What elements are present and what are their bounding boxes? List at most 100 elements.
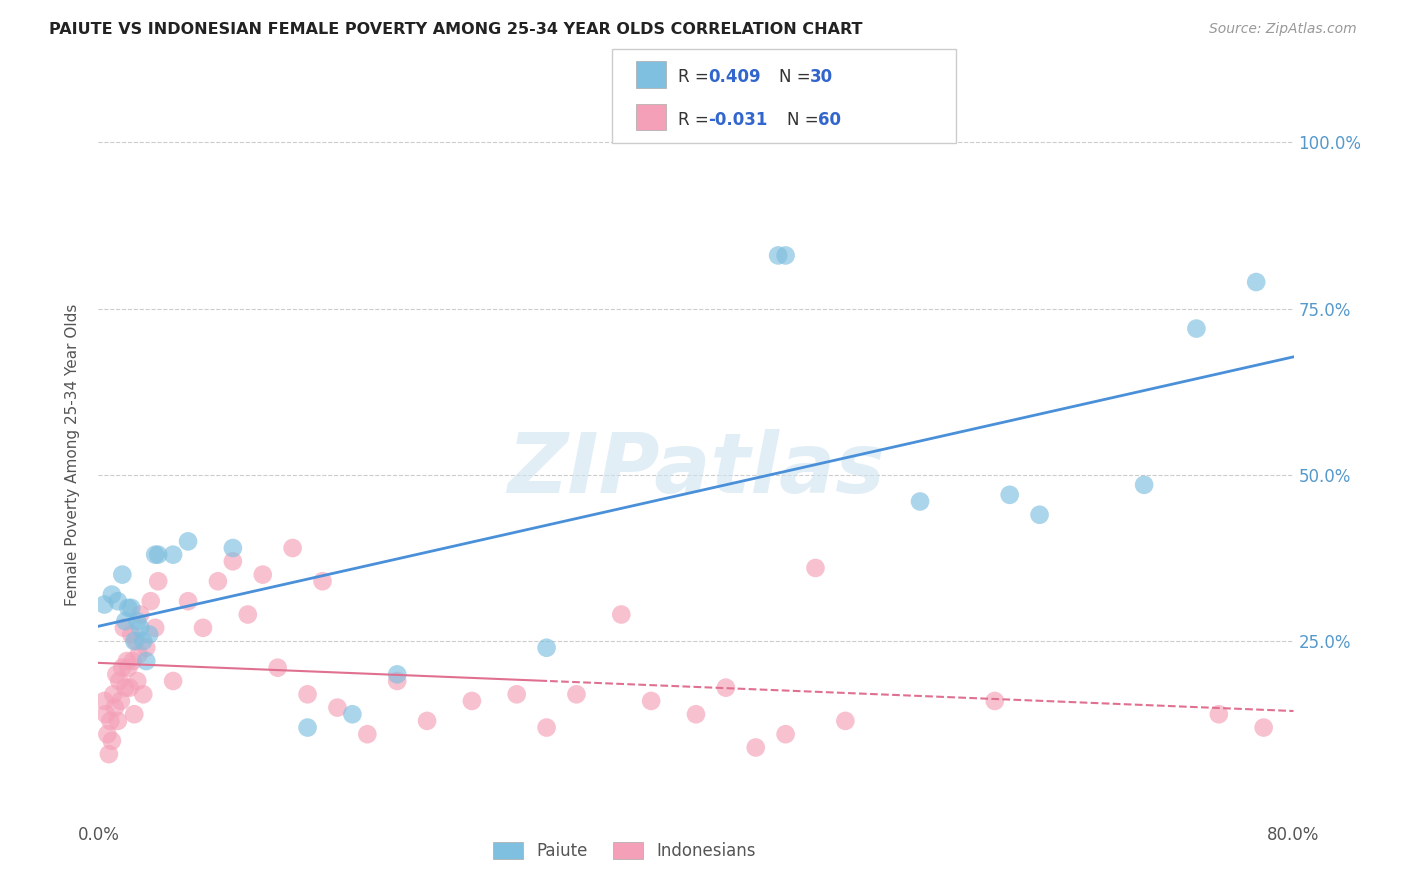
Point (135, 654, 157, 668)
Point (685, 707, 707, 722)
Point (143, 548, 166, 562)
Point (114, 681, 136, 695)
Point (252, 567, 274, 582)
Point (162, 548, 184, 562)
Point (385, 673, 409, 688)
Point (101, 734, 124, 748)
Point (177, 534, 200, 549)
Point (162, 673, 184, 688)
Point (610, 607, 633, 622)
Text: 0.409: 0.409 (709, 69, 761, 87)
Point (191, 621, 214, 635)
Point (804, 561, 827, 575)
Point (104, 700, 127, 714)
Point (110, 694, 132, 708)
Point (766, 248, 789, 262)
Text: N =: N = (779, 69, 815, 87)
Point (297, 721, 319, 735)
Point (416, 714, 439, 728)
Point (101, 588, 124, 602)
Point (111, 661, 134, 675)
Point (640, 694, 662, 708)
Point (222, 541, 245, 555)
Point (107, 714, 129, 728)
Point (984, 694, 1007, 708)
Point (114, 614, 136, 628)
Point (97, 747, 120, 761)
Point (121, 654, 143, 668)
Point (94, 707, 117, 722)
Point (1244, 275, 1267, 289)
Point (98, 714, 122, 728)
Point (128, 648, 150, 662)
Point (108, 673, 131, 688)
Point (127, 614, 149, 628)
Point (117, 600, 139, 615)
Point (129, 621, 152, 635)
Point (107, 594, 129, 608)
Point (775, 248, 797, 262)
Point (148, 548, 170, 562)
Point (117, 661, 139, 675)
Point (342, 707, 364, 722)
Point (461, 694, 484, 708)
Point (124, 707, 146, 722)
Point (506, 687, 529, 701)
Point (1028, 508, 1050, 522)
Point (105, 667, 128, 681)
Y-axis label: Female Poverty Among 25-34 Year Olds: Female Poverty Among 25-34 Year Olds (65, 304, 80, 606)
Text: PAIUTE VS INDONESIAN FEMALE POVERTY AMONG 25-34 YEAR OLDS CORRELATION CHART: PAIUTE VS INDONESIAN FEMALE POVERTY AMON… (49, 22, 863, 37)
Point (908, 494, 931, 508)
Point (135, 640, 157, 655)
Point (148, 574, 170, 589)
Point (124, 634, 146, 648)
Point (125, 634, 148, 648)
Point (714, 681, 737, 695)
Text: R =: R = (678, 111, 714, 128)
Text: Source: ZipAtlas.com: Source: ZipAtlas.com (1209, 22, 1357, 37)
Point (177, 594, 200, 608)
Point (118, 681, 141, 695)
Point (139, 594, 162, 608)
Point (356, 727, 378, 741)
Point (1185, 321, 1208, 335)
Point (536, 640, 558, 655)
Point (120, 627, 142, 641)
Point (834, 714, 856, 728)
Point (1208, 707, 1230, 722)
Point (775, 727, 797, 741)
Point (132, 687, 155, 701)
Point (93, 694, 115, 708)
Point (96, 727, 118, 741)
Point (207, 574, 229, 589)
Text: 60: 60 (818, 111, 841, 128)
Text: -0.031: -0.031 (709, 111, 768, 128)
Point (120, 600, 142, 615)
Point (385, 667, 409, 681)
Point (565, 687, 588, 701)
Text: R =: R = (678, 69, 714, 87)
Point (112, 621, 135, 635)
Point (536, 721, 558, 735)
Legend: Paiute, Indonesians: Paiute, Indonesians (486, 836, 762, 867)
Point (93, 598, 115, 612)
Text: ZIPatlas: ZIPatlas (508, 429, 884, 510)
Point (297, 687, 319, 701)
Point (745, 740, 768, 755)
Point (138, 627, 160, 641)
Point (1133, 478, 1156, 492)
Point (281, 541, 304, 555)
Point (998, 488, 1021, 502)
Point (1253, 721, 1275, 735)
Point (115, 654, 138, 668)
Point (326, 700, 349, 714)
Point (311, 574, 333, 589)
Point (132, 634, 155, 648)
Point (129, 607, 152, 622)
Text: 30: 30 (810, 69, 832, 87)
Point (111, 567, 134, 582)
Point (143, 621, 166, 635)
Text: N =: N = (787, 111, 824, 128)
Point (127, 673, 149, 688)
Point (236, 607, 259, 622)
